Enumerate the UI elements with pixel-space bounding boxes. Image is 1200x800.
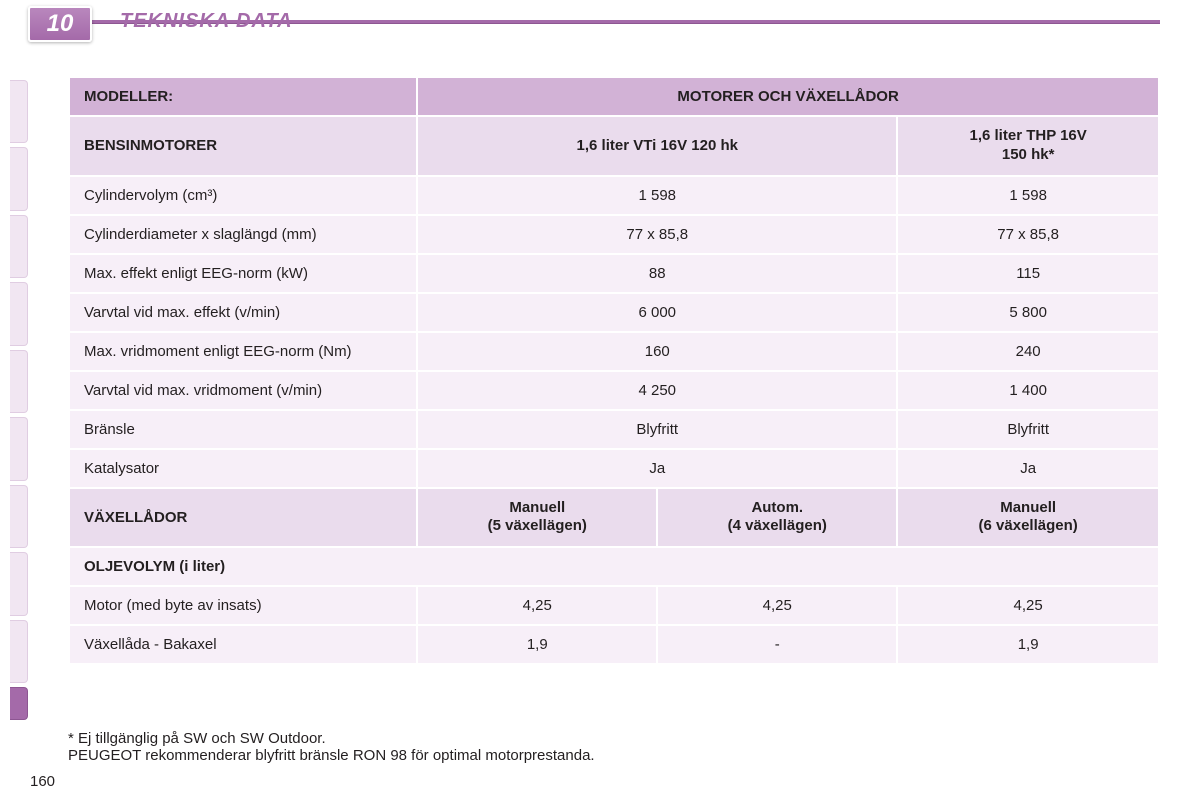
table-row: Max. effekt enligt EEG-norm (kW) 88 115 (70, 255, 1158, 292)
spec-table: MODELLER: MOTORER OCH VÄXELLÅDOR BENSINM… (68, 76, 1160, 665)
spec-label: Varvtal vid max. vridmoment (v/min) (70, 372, 416, 409)
header-modeller: MODELLER: (70, 78, 416, 115)
spec-value: Ja (898, 450, 1158, 487)
side-tab (10, 282, 28, 345)
side-tab (10, 552, 28, 615)
table-row: Cylinderdiameter x slaglängd (mm) 77 x 8… (70, 216, 1158, 253)
side-tab (10, 620, 28, 683)
oil-section-row: OLJEVOLYM (i liter) (70, 548, 1158, 585)
spec-value: 4 250 (418, 372, 896, 409)
table-row: Cylindervolym (cm³) 1 598 1 598 (70, 177, 1158, 214)
gearbox-line: (4 växellägen) (728, 517, 827, 534)
side-tab (10, 485, 28, 548)
spec-value: 240 (898, 333, 1158, 370)
footnote: * Ej tillgänglig på SW och SW Outdoor. P… (68, 730, 595, 764)
table-row: Varvtal vid max. vridmoment (v/min) 4 25… (70, 372, 1158, 409)
spec-value: 1 598 (418, 177, 896, 214)
spec-label: Max. effekt enligt EEG-norm (kW) (70, 255, 416, 292)
spec-value: Blyfritt (898, 411, 1158, 448)
gearbox-col-1: Manuell (5 växellägen) (418, 489, 656, 547)
spec-value: 6 000 (418, 294, 896, 331)
oil-value: 4,25 (898, 587, 1158, 624)
header-engine-2-line1: 1,6 liter THP 16V (970, 127, 1087, 144)
gearbox-line: Manuell (1000, 499, 1056, 516)
spec-value: Blyfritt (418, 411, 896, 448)
header-engine-1: 1,6 liter VTi 16V 120 hk (418, 117, 896, 175)
gearbox-line: (5 växellägen) (488, 517, 587, 534)
page-title: TEKNISKA DATA (120, 10, 293, 33)
gearbox-line: Autom. (751, 499, 803, 516)
table-row: Varvtal vid max. effekt (v/min) 6 000 5 … (70, 294, 1158, 331)
spec-label: Cylindervolym (cm³) (70, 177, 416, 214)
gearbox-col-3: Manuell (6 växellägen) (898, 489, 1158, 547)
oil-value: 1,9 (898, 626, 1158, 663)
oil-value: 1,9 (418, 626, 656, 663)
side-tab (10, 147, 28, 210)
oil-label: Växellåda - Bakaxel (70, 626, 416, 663)
header-motorer: MOTORER OCH VÄXELLÅDOR (418, 78, 1158, 115)
footnote-line-1: * Ej tillgänglig på SW och SW Outdoor. (68, 730, 595, 747)
spec-label: Bränsle (70, 411, 416, 448)
gearbox-line: (6 växellägen) (979, 517, 1078, 534)
side-tab (10, 350, 28, 413)
side-tab-strip (10, 80, 28, 760)
oil-value: 4,25 (658, 587, 896, 624)
header-bensinmotorer: BENSINMOTORER (70, 117, 416, 175)
spec-value: 115 (898, 255, 1158, 292)
table-header-row-2: BENSINMOTORER 1,6 liter VTi 16V 120 hk 1… (70, 117, 1158, 175)
spec-label: Max. vridmoment enligt EEG-norm (Nm) (70, 333, 416, 370)
table-row: Motor (med byte av insats) 4,25 4,25 4,2… (70, 587, 1158, 624)
header-engine-2: 1,6 liter THP 16V 150 hk* (898, 117, 1158, 175)
table-row: Växellåda - Bakaxel 1,9 - 1,9 (70, 626, 1158, 663)
page-number: 160 (30, 773, 55, 790)
table-header-row-1: MODELLER: MOTORER OCH VÄXELLÅDOR (70, 78, 1158, 115)
spec-value: 88 (418, 255, 896, 292)
spec-value: 1 400 (898, 372, 1158, 409)
table-row: Max. vridmoment enligt EEG-norm (Nm) 160… (70, 333, 1158, 370)
gearbox-header-label: VÄXELLÅDOR (70, 489, 416, 547)
spec-label: Cylinderdiameter x slaglängd (mm) (70, 216, 416, 253)
gearbox-col-2: Autom. (4 växellägen) (658, 489, 896, 547)
side-tab (10, 215, 28, 278)
side-tab-active (10, 687, 28, 720)
side-tab (10, 417, 28, 480)
chapter-badge: 10 (28, 6, 92, 42)
oil-label: Motor (med byte av insats) (70, 587, 416, 624)
side-tab (10, 80, 28, 143)
spec-value: 1 598 (898, 177, 1158, 214)
table-row: Bränsle Blyfritt Blyfritt (70, 411, 1158, 448)
footnote-line-2: PEUGEOT rekommenderar blyfritt bränsle R… (68, 747, 595, 764)
oil-value: 4,25 (418, 587, 656, 624)
oil-value: - (658, 626, 896, 663)
spec-value: Ja (418, 450, 896, 487)
chapter-number: 10 (47, 10, 74, 38)
spec-value: 5 800 (898, 294, 1158, 331)
spec-table-container: MODELLER: MOTORER OCH VÄXELLÅDOR BENSINM… (68, 76, 1160, 665)
oil-section-label: OLJEVOLYM (i liter) (70, 548, 1158, 585)
spec-value: 77 x 85,8 (418, 216, 896, 253)
spec-value: 77 x 85,8 (898, 216, 1158, 253)
spec-label: Katalysator (70, 450, 416, 487)
spec-label: Varvtal vid max. effekt (v/min) (70, 294, 416, 331)
table-row: Katalysator Ja Ja (70, 450, 1158, 487)
gearbox-line: Manuell (509, 499, 565, 516)
header-engine-2-line2: 150 hk* (1002, 146, 1055, 163)
spec-value: 160 (418, 333, 896, 370)
gearbox-header-row: VÄXELLÅDOR Manuell (5 växellägen) Autom.… (70, 489, 1158, 547)
